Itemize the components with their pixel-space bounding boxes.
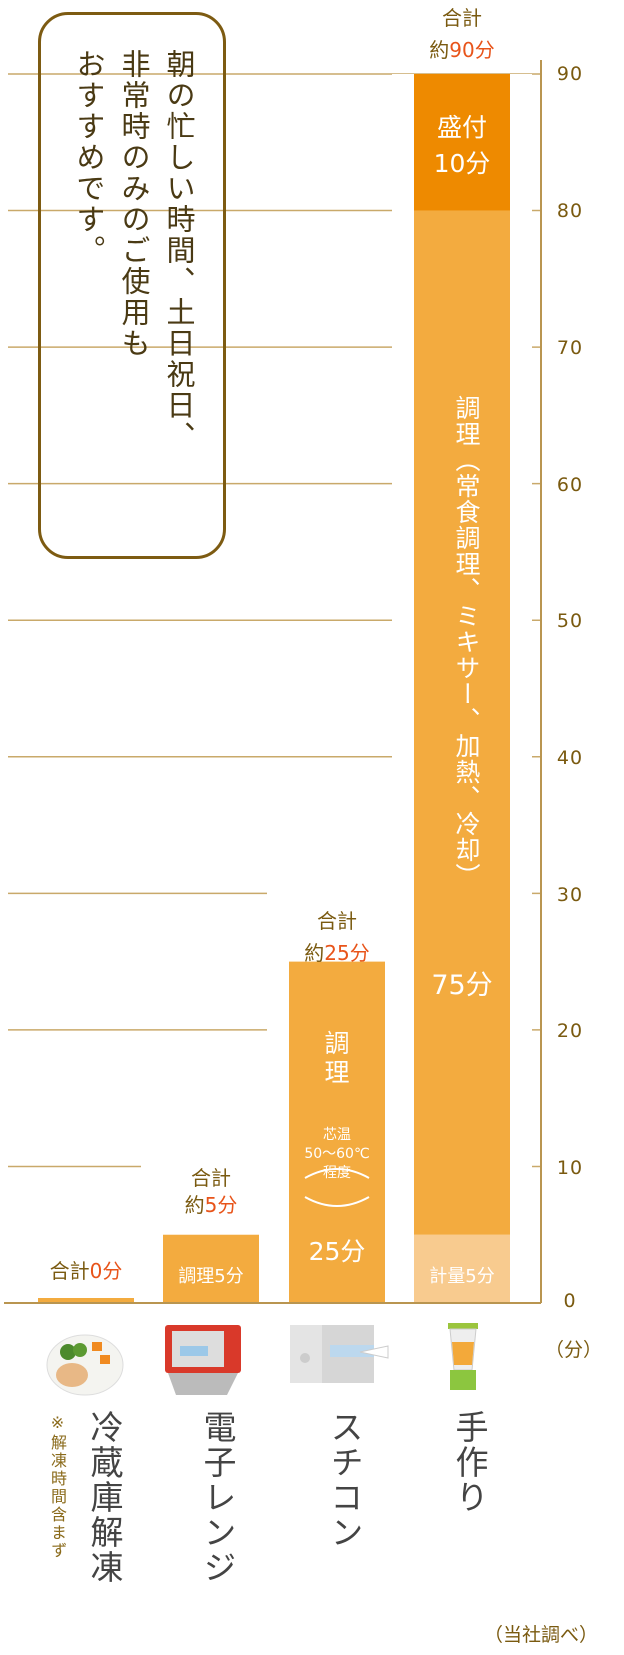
category-note: ※解凍時間含まず (48, 1413, 67, 1560)
bar-label: 調理（常食調理、ミキサー、加熱、冷却） (452, 395, 481, 889)
bar-time: 25分 (308, 1237, 366, 1266)
total-label: 合計 約90分 (429, 6, 495, 62)
y-tick-label: 90 (556, 63, 584, 85)
boxed-meal-icon (46, 1334, 124, 1396)
bar-label: 盛付 10分 (433, 113, 491, 178)
bar-segment (163, 1234, 259, 1303)
y-tick-label: 60 (556, 474, 584, 496)
y-tick-label: 10 (556, 1157, 584, 1179)
bar-label: 調理5分 (178, 1266, 244, 1287)
category-label: スチコン (325, 1410, 364, 1550)
microwave-icon (165, 1325, 241, 1395)
y-tick-label: 20 (556, 1020, 584, 1042)
bracket-top (304, 1168, 370, 1179)
y-tick-label: 30 (556, 884, 584, 906)
callout-line: 朝の忙しい時間、土日祝日、 (162, 49, 196, 452)
bar-segment (289, 961, 385, 1303)
total-label: 合計 約25分 (304, 909, 370, 965)
category-label: 冷蔵庫解凍 (85, 1410, 124, 1585)
callout-line: おすすめです。 (72, 49, 106, 266)
y-tick-label: 40 (556, 747, 584, 769)
bar-segment (414, 210, 510, 1235)
callout-box: 朝の忙しい時間、土日祝日、 非常時のみのご使用も おすすめです。 (38, 12, 226, 559)
y-tick-label: 0 (563, 1290, 577, 1312)
bar-note: 芯温 50〜60℃ 程度 (304, 1127, 370, 1181)
bar-segment (38, 1298, 134, 1303)
bar-time: 75分 (431, 970, 493, 1001)
total-label: 合計0分 (49, 1259, 123, 1283)
bar-label: 計量5分 (429, 1266, 495, 1287)
source-note: （当社調べ） (484, 1624, 599, 1646)
bar-segment (414, 74, 510, 211)
total-label: 合計 約5分 (184, 1166, 238, 1217)
steam-convection-oven-icon (290, 1325, 389, 1383)
blender-icon (448, 1323, 478, 1390)
y-unit: （分） (545, 1339, 603, 1361)
y-tick-label: 70 (556, 337, 584, 359)
bars (38, 74, 510, 1303)
y-tick-label: 80 (556, 200, 584, 222)
bar-label: 調理 (321, 1030, 350, 1088)
bar-segment (414, 1234, 510, 1303)
bracket-bottom (304, 1196, 370, 1207)
callout-text: 朝の忙しい時間、土日祝日、 非常時のみのご使用も おすすめです。 (66, 49, 201, 452)
y-tick-label: 50 (556, 610, 584, 632)
category-label: 手作り (450, 1410, 489, 1515)
callout-line: 非常時のみのご使用も (117, 49, 151, 359)
category-label: 電子レンジ (198, 1410, 237, 1585)
